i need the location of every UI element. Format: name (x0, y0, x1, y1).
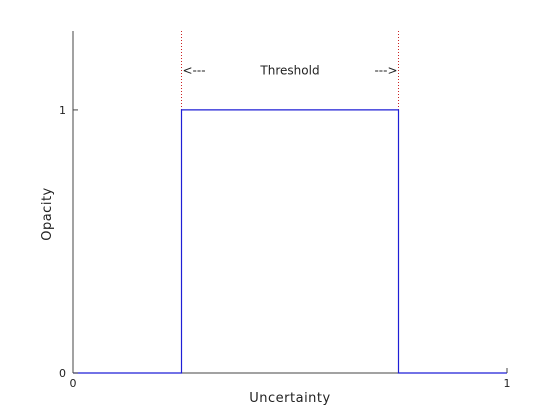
threshold-right-arrow: ---> (374, 63, 397, 77)
threshold-annotation: <--- Threshold ---> (183, 63, 398, 77)
threshold-lines (181, 31, 399, 373)
x-tick-label: 1 (504, 377, 511, 390)
series (73, 109, 507, 374)
threshold-label: Threshold (259, 63, 319, 77)
threshold-left-arrow: <--- (183, 63, 206, 77)
x-axis-label: Uncertainty (249, 391, 330, 406)
axes (72, 31, 507, 374)
y-tick-label: 0 (59, 367, 66, 380)
ticks: 0 1 0 1 (59, 104, 511, 390)
x-tick-label: 0 (70, 377, 77, 390)
y-tick-label: 1 (59, 104, 66, 117)
opacity-series-line (73, 109, 507, 374)
y-axis-label: Opacity (40, 187, 55, 241)
